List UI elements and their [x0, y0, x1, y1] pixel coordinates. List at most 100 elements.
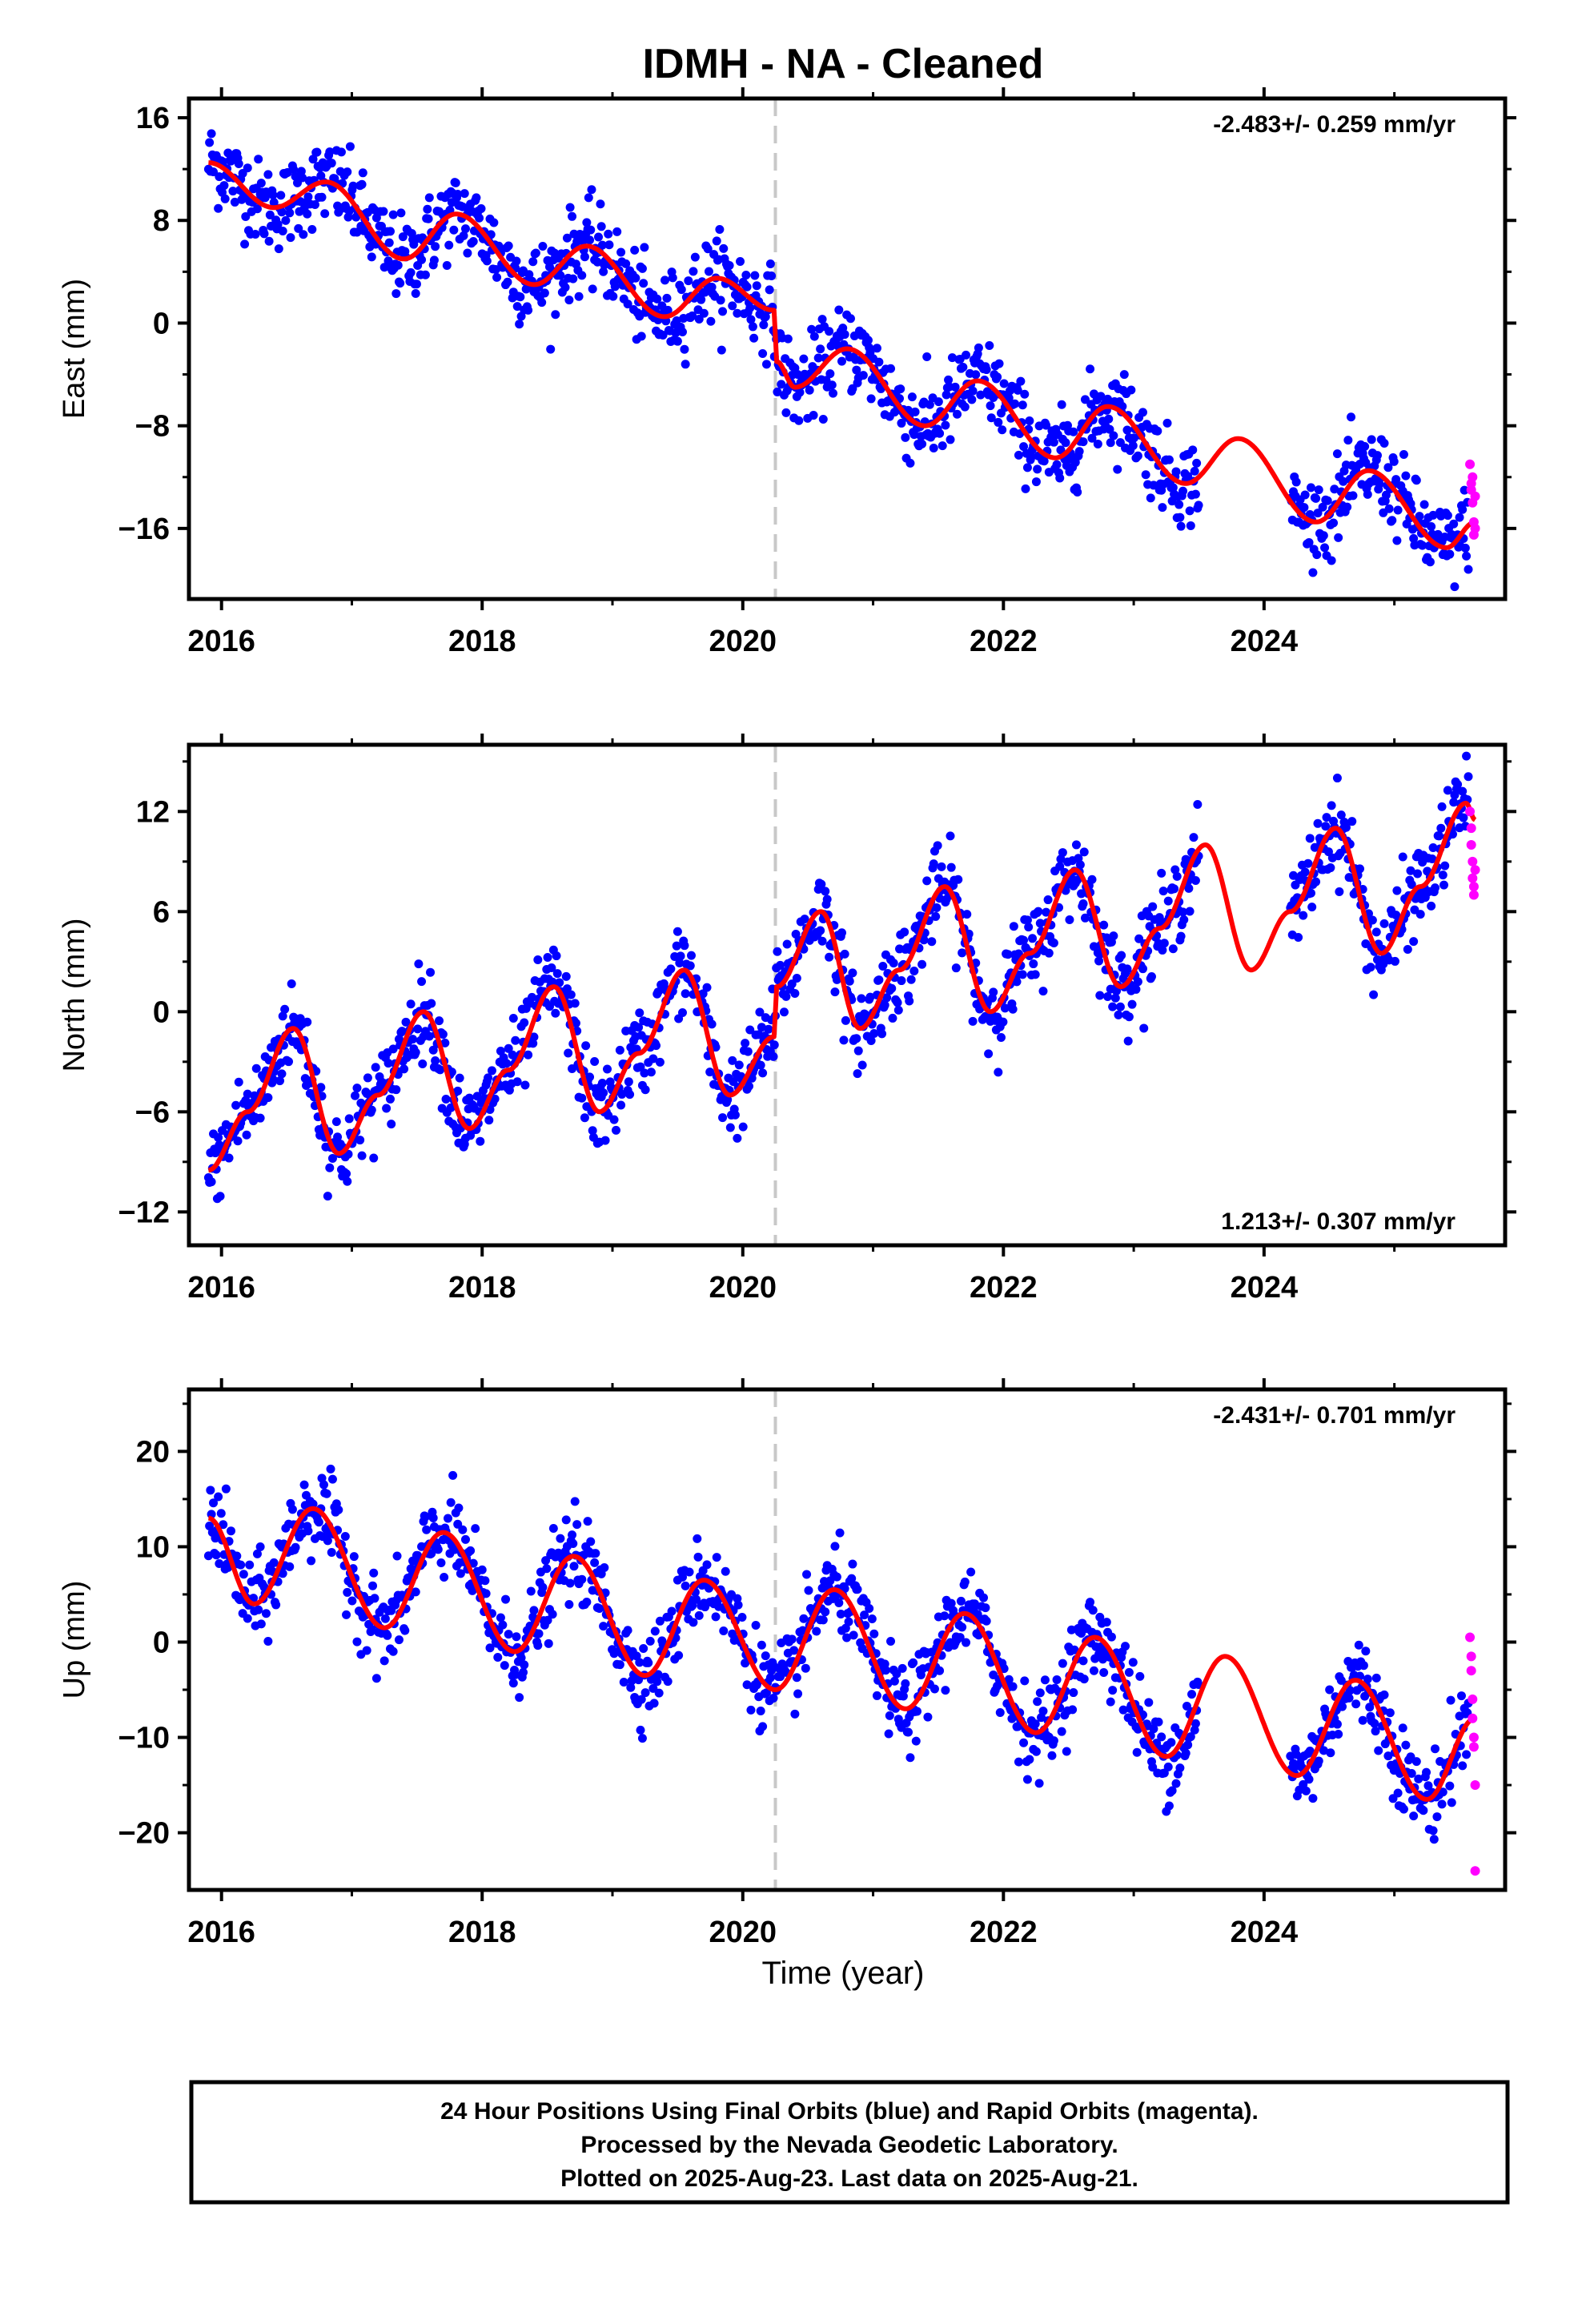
data-point	[477, 1565, 487, 1574]
data-point	[917, 439, 927, 448]
data-point	[637, 263, 647, 273]
data-point	[207, 129, 216, 139]
data-point	[1183, 1740, 1193, 1750]
data-point	[1087, 433, 1097, 443]
data-point	[538, 1582, 548, 1592]
data-point	[1358, 1715, 1367, 1725]
data-point	[524, 305, 533, 315]
data-point	[741, 1039, 750, 1048]
data-point	[631, 273, 640, 283]
data-point	[446, 1103, 456, 1112]
data-point	[543, 1615, 552, 1625]
data-point	[962, 1638, 971, 1647]
data-point	[484, 1073, 493, 1083]
data-point	[1438, 870, 1447, 880]
data-point	[874, 975, 884, 985]
y-tick-label: −20	[118, 1817, 170, 1851]
rapid-point	[1465, 806, 1476, 817]
final-orbit-points	[203, 751, 1473, 1204]
data-point	[917, 959, 927, 969]
data-point	[863, 336, 873, 345]
data-point	[866, 394, 876, 404]
data-point	[802, 1570, 812, 1579]
data-point	[639, 279, 648, 288]
data-point	[817, 936, 827, 946]
data-point	[1153, 426, 1162, 436]
data-point	[1354, 1640, 1363, 1650]
data-point	[608, 292, 618, 301]
data-point	[1449, 798, 1459, 807]
data-point	[799, 1614, 809, 1623]
data-point	[1168, 944, 1178, 954]
rapid-point	[1470, 1780, 1480, 1791]
rapid-point	[1470, 865, 1480, 875]
data-point	[504, 241, 513, 251]
data-point	[1399, 449, 1408, 459]
data-point	[684, 276, 693, 286]
data-point	[1093, 439, 1102, 448]
data-point	[1458, 1761, 1468, 1771]
data-point	[424, 214, 433, 223]
data-point	[685, 1567, 694, 1577]
data-point	[693, 1552, 703, 1562]
data-point	[759, 320, 769, 330]
data-point	[498, 1620, 508, 1630]
rapid-point	[1468, 472, 1478, 482]
data-point	[1086, 1598, 1095, 1607]
data-point	[380, 1614, 390, 1623]
data-point	[440, 1573, 449, 1582]
data-point	[512, 1632, 521, 1642]
data-point	[1311, 877, 1321, 887]
data-point	[970, 1599, 980, 1609]
data-point	[733, 308, 742, 318]
data-point	[940, 1611, 950, 1621]
data-point	[325, 147, 335, 157]
data-point	[280, 1004, 290, 1014]
data-point	[881, 1666, 890, 1675]
data-point	[1176, 521, 1186, 531]
data-point	[1131, 984, 1141, 994]
data-point	[344, 1114, 354, 1124]
data-point	[954, 875, 963, 884]
data-point	[1172, 871, 1182, 881]
data-point	[1171, 467, 1181, 476]
data-point	[371, 1674, 381, 1683]
data-point	[956, 1596, 966, 1606]
data-point	[261, 1609, 271, 1618]
data-point	[1355, 864, 1365, 874]
data-point	[219, 1520, 228, 1530]
data-point	[454, 1503, 464, 1513]
data-point	[847, 1574, 857, 1583]
data-point	[524, 270, 534, 279]
data-point	[648, 1054, 658, 1063]
data-point	[994, 359, 1004, 368]
data-point	[1157, 1732, 1166, 1742]
rapid-point	[1468, 1694, 1478, 1704]
data-point	[420, 270, 430, 279]
data-point	[242, 1130, 251, 1140]
data-point	[236, 1560, 246, 1570]
data-point	[1334, 533, 1343, 542]
data-point	[1080, 395, 1090, 404]
data-point	[256, 179, 266, 188]
data-point	[1105, 424, 1114, 434]
model-curve	[207, 160, 1476, 550]
data-point	[1409, 533, 1419, 543]
data-point	[840, 330, 849, 340]
data-point	[857, 1060, 867, 1070]
data-point	[533, 955, 543, 965]
data-point	[885, 1711, 894, 1720]
data-point	[1399, 1804, 1408, 1814]
data-point	[590, 1558, 600, 1567]
data-point	[1332, 449, 1342, 459]
data-point	[511, 1670, 520, 1679]
data-point	[728, 1055, 737, 1065]
data-point	[761, 1688, 771, 1698]
data-point	[1427, 854, 1437, 863]
data-point	[1055, 862, 1065, 871]
data-point	[1425, 557, 1435, 567]
data-point	[1300, 490, 1310, 500]
data-point	[1310, 842, 1319, 852]
y-tick-label: −12	[118, 1196, 170, 1229]
data-point	[621, 259, 631, 268]
